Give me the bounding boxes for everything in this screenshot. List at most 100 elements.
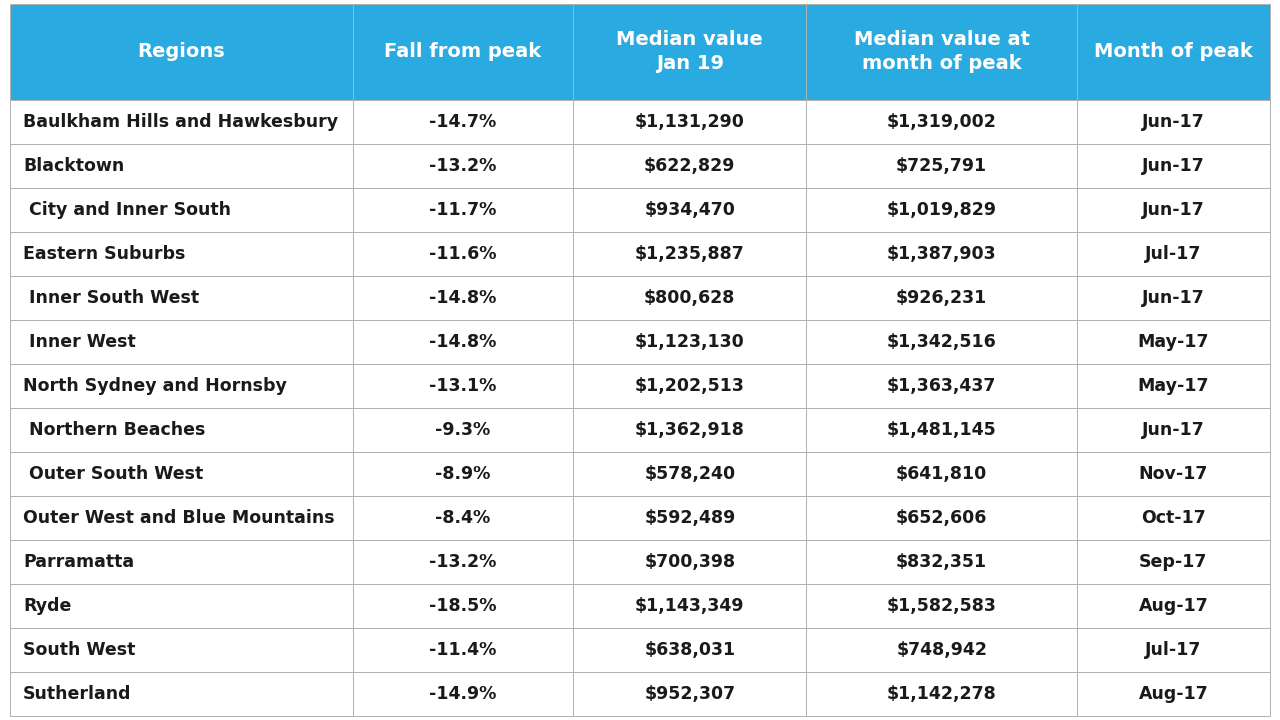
Text: $1,582,583: $1,582,583	[887, 598, 997, 616]
Bar	[10, 629, 353, 672]
Text: Aug-17: Aug-17	[1138, 598, 1208, 616]
Text: $1,387,903: $1,387,903	[887, 245, 996, 263]
Text: Nov-17: Nov-17	[1139, 465, 1208, 483]
Text: Jul-17: Jul-17	[1146, 642, 1202, 660]
Bar	[353, 408, 573, 452]
Bar	[573, 144, 806, 188]
Text: Fall from peak: Fall from peak	[384, 42, 541, 61]
Text: -11.7%: -11.7%	[429, 201, 497, 219]
Bar	[806, 452, 1076, 496]
Bar	[806, 540, 1076, 584]
Bar	[353, 540, 573, 584]
Text: $700,398: $700,398	[644, 553, 735, 571]
Bar	[10, 540, 353, 584]
Bar	[10, 408, 353, 452]
Bar	[573, 232, 806, 276]
Bar	[10, 320, 353, 364]
Bar	[1076, 629, 1270, 672]
Text: South West: South West	[23, 642, 136, 660]
Bar	[353, 496, 573, 540]
Bar	[573, 364, 806, 408]
Bar	[10, 452, 353, 496]
Bar	[806, 320, 1076, 364]
Text: $926,231: $926,231	[896, 289, 987, 307]
Bar	[806, 496, 1076, 540]
Bar	[10, 4, 353, 100]
Text: $1,142,278: $1,142,278	[887, 685, 997, 703]
Bar	[573, 584, 806, 629]
Bar	[10, 188, 353, 232]
Text: Sep-17: Sep-17	[1139, 553, 1207, 571]
Text: Jun-17: Jun-17	[1142, 113, 1204, 131]
Text: Median value at
month of peak: Median value at month of peak	[854, 30, 1029, 73]
Bar	[1076, 408, 1270, 452]
Bar	[353, 320, 573, 364]
Bar	[806, 364, 1076, 408]
Bar	[1076, 144, 1270, 188]
Bar	[1076, 584, 1270, 629]
Text: Oct-17: Oct-17	[1140, 509, 1206, 527]
Text: $638,031: $638,031	[644, 642, 735, 660]
Bar	[353, 584, 573, 629]
Text: -8.4%: -8.4%	[435, 509, 490, 527]
Bar	[1076, 4, 1270, 100]
Text: -13.2%: -13.2%	[429, 553, 497, 571]
Text: -13.2%: -13.2%	[429, 157, 497, 175]
Bar	[10, 232, 353, 276]
Text: Inner South West: Inner South West	[23, 289, 200, 307]
Text: Blacktown: Blacktown	[23, 157, 124, 175]
Text: -8.9%: -8.9%	[435, 465, 490, 483]
Bar	[573, 629, 806, 672]
Bar	[10, 672, 353, 716]
Text: Ryde: Ryde	[23, 598, 72, 616]
Text: Jul-17: Jul-17	[1146, 245, 1202, 263]
Text: Inner West: Inner West	[23, 333, 136, 351]
Text: $1,123,130: $1,123,130	[635, 333, 745, 351]
Text: $622,829: $622,829	[644, 157, 736, 175]
Bar	[573, 540, 806, 584]
Text: Outer South West: Outer South West	[23, 465, 204, 483]
Text: $652,606: $652,606	[896, 509, 987, 527]
Bar	[10, 584, 353, 629]
Bar	[806, 4, 1076, 100]
Text: Jun-17: Jun-17	[1142, 289, 1204, 307]
Bar	[806, 232, 1076, 276]
Bar	[10, 276, 353, 320]
Text: $832,351: $832,351	[896, 553, 987, 571]
Text: $1,019,829: $1,019,829	[887, 201, 997, 219]
Bar	[806, 408, 1076, 452]
Text: Median value
Jan 19: Median value Jan 19	[617, 30, 763, 73]
Bar	[353, 276, 573, 320]
Text: $592,489: $592,489	[644, 509, 736, 527]
Bar	[1076, 364, 1270, 408]
Text: $1,131,290: $1,131,290	[635, 113, 745, 131]
Bar	[353, 4, 573, 100]
Text: City and Inner South: City and Inner South	[23, 201, 230, 219]
Bar	[10, 100, 353, 144]
Text: $800,628: $800,628	[644, 289, 736, 307]
Text: $1,202,513: $1,202,513	[635, 377, 745, 395]
Text: $1,481,145: $1,481,145	[887, 421, 997, 439]
Text: $641,810: $641,810	[896, 465, 987, 483]
Bar	[806, 629, 1076, 672]
Bar	[806, 672, 1076, 716]
Bar	[573, 320, 806, 364]
Text: Baulkham Hills and Hawkesbury: Baulkham Hills and Hawkesbury	[23, 113, 338, 131]
Text: Parramatta: Parramatta	[23, 553, 134, 571]
Text: $1,235,887: $1,235,887	[635, 245, 745, 263]
Text: $1,363,437: $1,363,437	[887, 377, 996, 395]
Bar	[353, 232, 573, 276]
Text: -18.5%: -18.5%	[429, 598, 497, 616]
Text: -14.8%: -14.8%	[429, 289, 497, 307]
Bar	[573, 452, 806, 496]
Bar	[573, 276, 806, 320]
Bar	[353, 364, 573, 408]
Text: -13.1%: -13.1%	[429, 377, 497, 395]
Bar	[1076, 100, 1270, 144]
Bar	[573, 408, 806, 452]
Bar	[573, 100, 806, 144]
Bar	[1076, 496, 1270, 540]
Bar	[353, 629, 573, 672]
Text: -14.9%: -14.9%	[429, 685, 497, 703]
Text: Jun-17: Jun-17	[1142, 201, 1204, 219]
